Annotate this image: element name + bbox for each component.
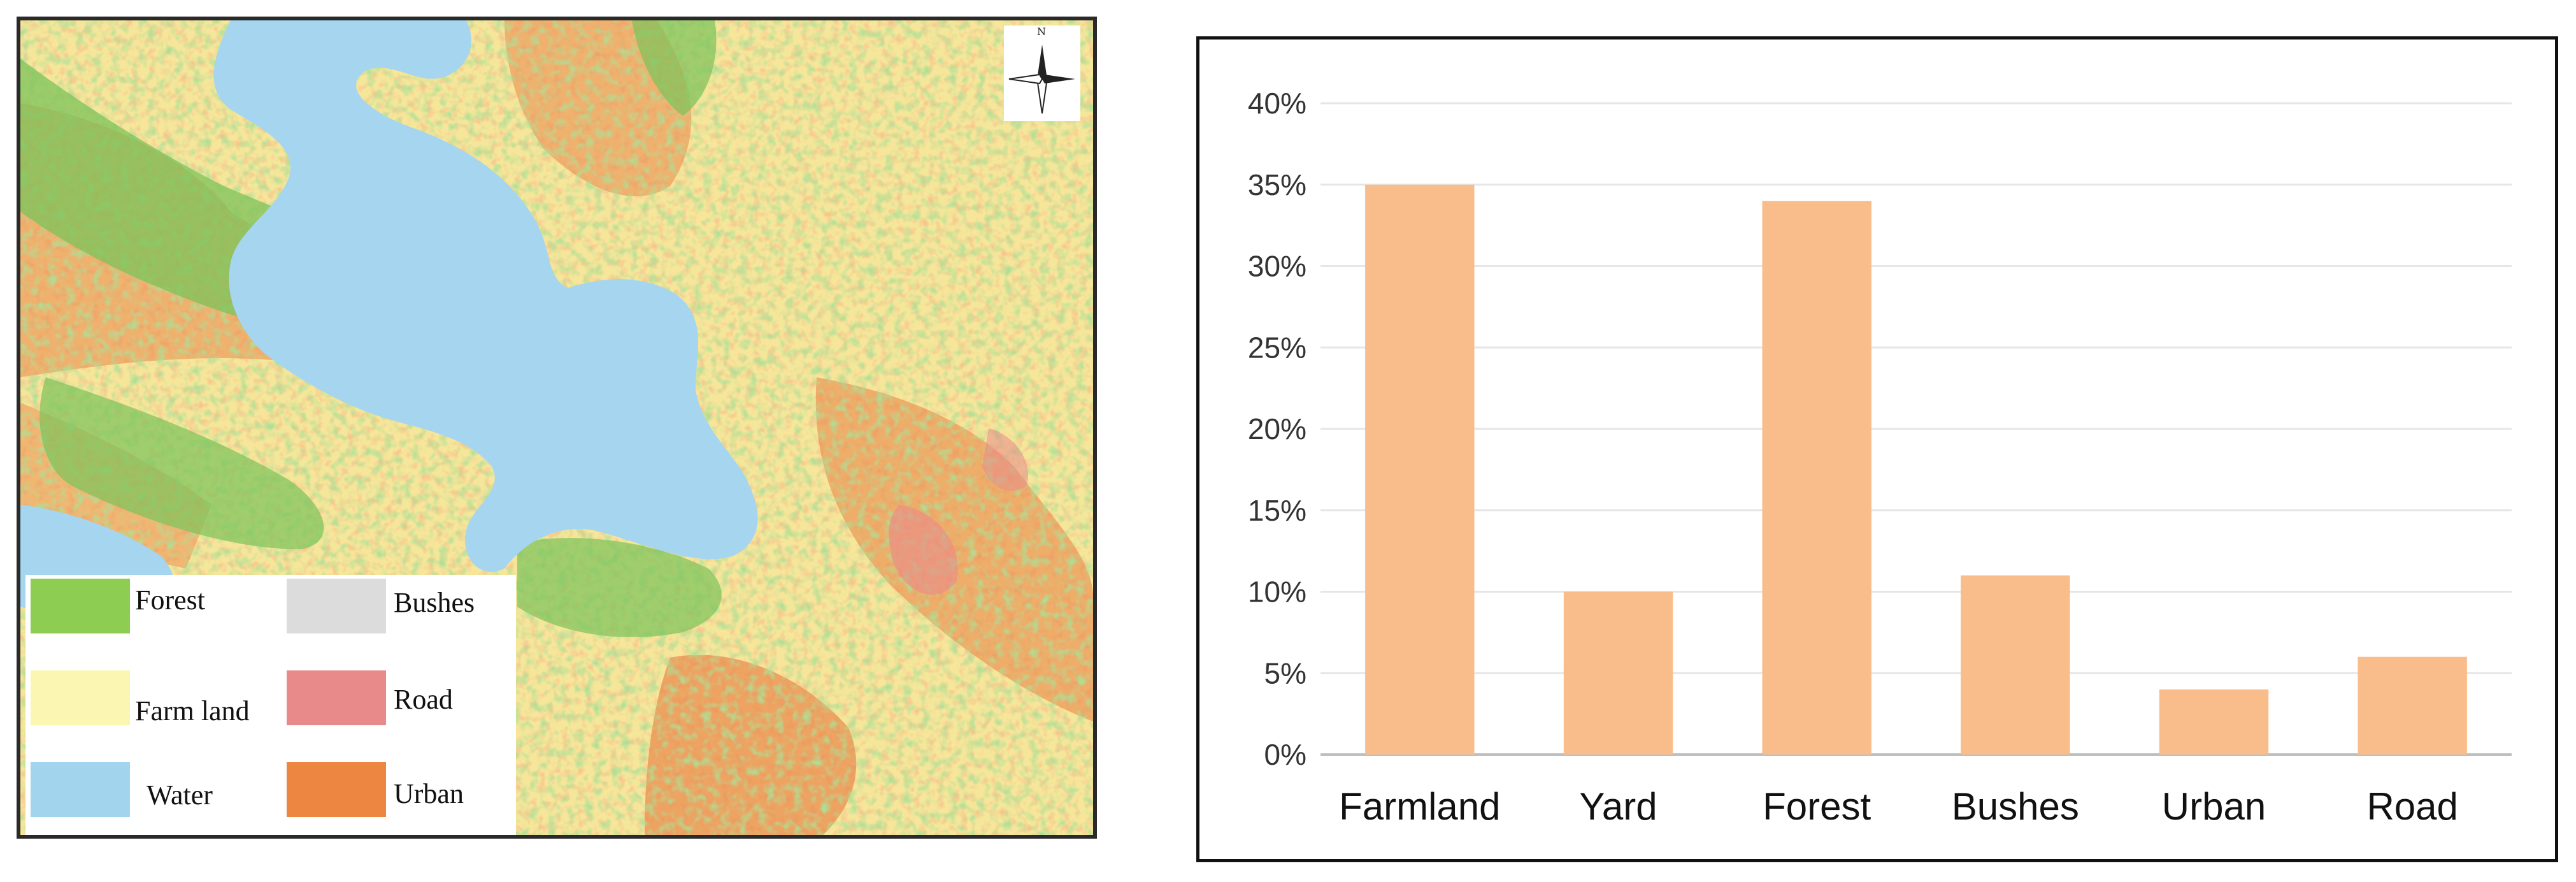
y-tick-label: 35%: [1248, 168, 1306, 201]
map-legend: Forest Bushes Farm land Road Water Urban: [25, 575, 516, 835]
y-tick-label: 5%: [1264, 656, 1306, 690]
legend-label: Farm land: [135, 695, 250, 727]
bar-chart-svg: 0% 5% 10% 15% 20% 25% 30% 35% 40% Farmland Yard For…: [1248, 87, 2512, 828]
legend-swatch: [287, 670, 386, 725]
legend-label: Bushes: [394, 587, 475, 618]
bar-road: [2358, 656, 2467, 755]
bar-yard: [1563, 591, 1673, 755]
y-tick-label: 30%: [1248, 250, 1306, 283]
y-tick-label: 10%: [1248, 575, 1306, 609]
legend-label: Urban: [394, 778, 464, 809]
map-image: [20, 20, 1093, 835]
legend-swatch: [287, 762, 386, 817]
legend-swatch: [31, 579, 130, 633]
x-tick-label: Bushes: [1952, 785, 2079, 828]
x-tick-label: Urban: [2162, 785, 2266, 828]
north-arrow-icon: N: [1004, 25, 1080, 121]
legend-label: Forest: [135, 584, 205, 616]
y-tick-label: 40%: [1248, 87, 1306, 120]
legend-swatch: [287, 579, 386, 633]
bar-bushes: [1961, 575, 2070, 755]
legend-label: Road: [394, 684, 453, 715]
land-use-bar-chart: 0% 5% 10% 15% 20% 25% 30% 35% 40% Farmland Yard For…: [1196, 36, 2558, 862]
y-tick-label: 15%: [1248, 494, 1306, 527]
legend-swatch: [31, 670, 130, 725]
land-use-map: N Forest Bushes Farm land Road Water Urb…: [17, 17, 1097, 839]
y-tick-label: 25%: [1248, 331, 1306, 364]
bar-urban: [2159, 689, 2269, 755]
y-tick-label: 20%: [1248, 412, 1306, 445]
y-tick-label: 0%: [1264, 738, 1306, 771]
x-tick-label: Road: [2366, 785, 2458, 828]
bar-forest: [1762, 201, 1871, 755]
north-label: N: [1037, 25, 1046, 38]
x-tick-label: Farmland: [1339, 785, 1500, 828]
x-tick-label: Forest: [1763, 785, 1871, 828]
legend-swatch: [31, 762, 130, 817]
x-tick-label: Yard: [1579, 785, 1657, 828]
bar-farmland: [1365, 184, 1475, 755]
legend-label: Water: [147, 779, 213, 811]
